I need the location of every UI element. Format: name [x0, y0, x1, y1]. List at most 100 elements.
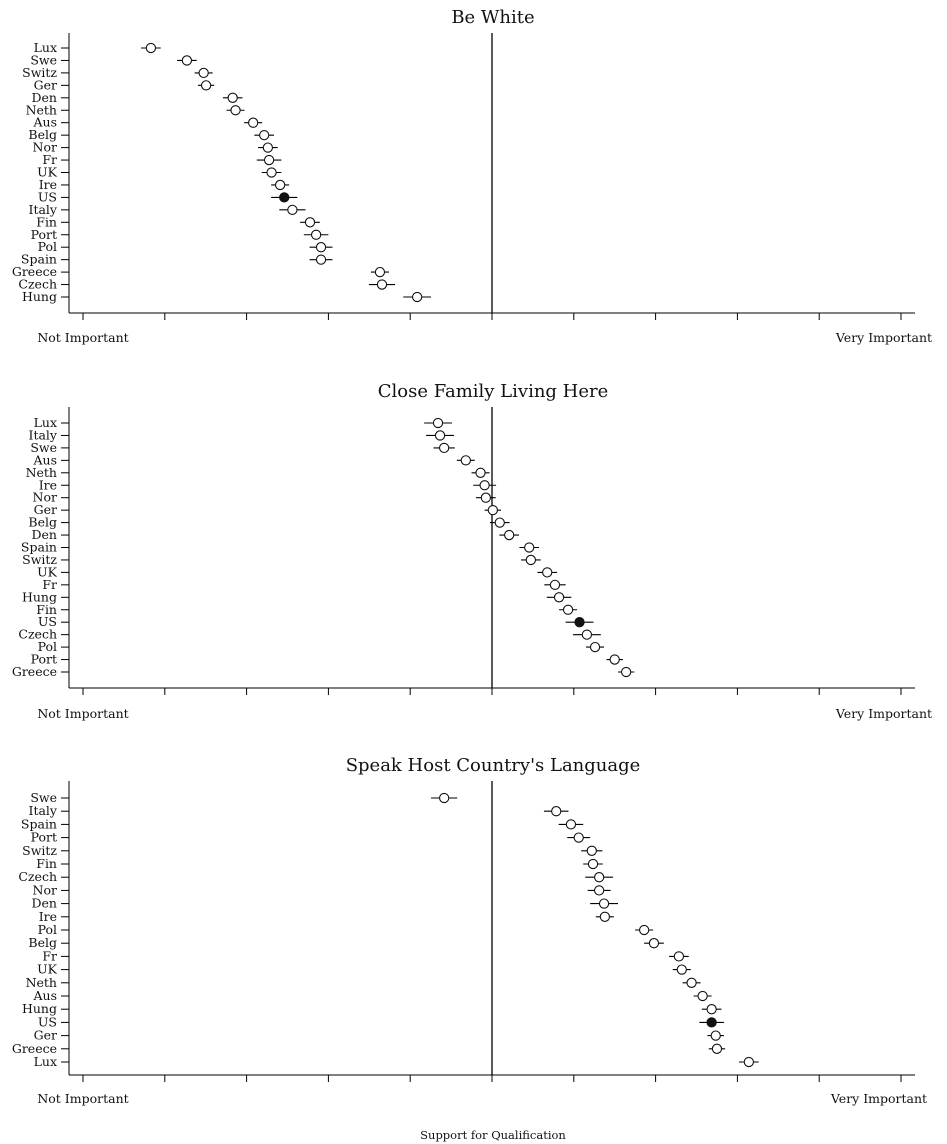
- country-label: Swe: [30, 440, 57, 455]
- x-axis-right-label: Very Important: [835, 330, 932, 345]
- country-label: Ire: [39, 909, 57, 924]
- data-point: [181, 55, 193, 66]
- data-point: [581, 629, 593, 640]
- x-axis-right-label: Very Important: [830, 1091, 927, 1106]
- country-label: Ire: [39, 477, 57, 492]
- highlight-point: [279, 192, 290, 203]
- country-label: Pol: [38, 239, 57, 254]
- country-label: Ire: [39, 177, 57, 192]
- data-point: [648, 938, 660, 949]
- country-label: US: [38, 614, 57, 629]
- country-label: Switz: [22, 843, 57, 858]
- country-label: Switz: [22, 65, 57, 80]
- data-point: [262, 142, 274, 153]
- country-label: Czech: [18, 869, 57, 884]
- data-point: [230, 105, 241, 116]
- country-label: Greece: [12, 264, 57, 279]
- data-point: [565, 819, 577, 830]
- country-label: Nor: [33, 882, 57, 897]
- country-label: Czech: [18, 277, 57, 292]
- country-label: Spain: [21, 252, 57, 267]
- data-point: [412, 291, 423, 303]
- data-point: [304, 217, 316, 228]
- panel-close-family: Close Family Living Here Not Important V…: [12, 381, 932, 721]
- data-point: [200, 80, 212, 91]
- data-point: [599, 911, 611, 922]
- panel-title: Be White: [451, 7, 534, 28]
- data-point: [549, 579, 561, 590]
- country-label: Italy: [29, 803, 58, 818]
- country-label: Pol: [38, 639, 57, 654]
- country-label: Fin: [36, 214, 57, 229]
- country-label: Den: [32, 527, 57, 542]
- data-point: [315, 242, 327, 253]
- panel-title: Close Family Living Here: [378, 381, 609, 402]
- country-label: Neth: [26, 465, 57, 480]
- data-point: [460, 455, 471, 466]
- country-label: Italy: [29, 202, 58, 217]
- data-point: [266, 167, 277, 178]
- data-point: [487, 504, 498, 516]
- country-label: Port: [31, 227, 57, 242]
- data-point: [376, 279, 388, 290]
- country-label: Hung: [22, 1001, 57, 1016]
- country-label: UK: [37, 962, 58, 977]
- country-label: Lux: [34, 40, 57, 55]
- data-point: [259, 129, 270, 141]
- data-point: [438, 442, 450, 454]
- data-point: [562, 604, 574, 615]
- data-point: [504, 529, 515, 541]
- data-point: [676, 964, 687, 975]
- country-label: US: [38, 189, 57, 204]
- data-point: [494, 517, 505, 528]
- country-label: Hung: [22, 589, 57, 604]
- country-label: US: [38, 1014, 57, 1029]
- x-axis-title: Support for Qualification: [420, 1128, 566, 1142]
- country-label: Spain: [21, 540, 57, 555]
- country-label: Fr: [42, 948, 57, 963]
- data-point: [542, 567, 553, 578]
- highlight-point: [574, 617, 585, 628]
- country-label: Greece: [12, 1041, 57, 1056]
- country-label: Aus: [33, 988, 58, 1003]
- data-point: [480, 492, 492, 503]
- data-point: [247, 117, 259, 128]
- country-label: Swe: [30, 790, 57, 805]
- country-label: UK: [37, 165, 58, 180]
- x-axis-left-label: Not Important: [37, 330, 128, 345]
- panel-be-white: Be White Not Important Very Important Lu…: [12, 7, 932, 345]
- data-point: [374, 266, 386, 278]
- data-point: [573, 832, 584, 843]
- data-point: [479, 480, 490, 491]
- country-label: Nor: [33, 140, 57, 155]
- x-axis-left-label: Not Important: [37, 706, 128, 721]
- country-label: Greece: [12, 664, 57, 679]
- data-point: [525, 554, 537, 566]
- country-label: Ger: [34, 502, 57, 517]
- country-label: Fin: [36, 602, 57, 617]
- country-label: Den: [32, 90, 57, 105]
- country-label: Ger: [34, 77, 57, 92]
- country-label: Spain: [21, 816, 57, 831]
- country-label: Fr: [42, 152, 57, 167]
- data-point: [524, 542, 535, 553]
- data-point: [551, 806, 562, 817]
- country-label: Neth: [26, 102, 57, 117]
- country-label: Ger: [34, 1028, 57, 1043]
- country-label: Italy: [29, 427, 58, 442]
- data-point: [315, 254, 327, 265]
- country-label: Fr: [42, 577, 57, 592]
- data-point: [434, 430, 446, 441]
- data-point: [743, 1056, 755, 1068]
- panel-speak-language: Speak Host Country's Language Not Import…: [12, 755, 927, 1106]
- country-label: Lux: [34, 415, 57, 430]
- country-label: UK: [37, 564, 58, 579]
- country-label: Czech: [18, 627, 57, 642]
- data-point: [263, 154, 275, 166]
- country-label: Hung: [22, 289, 57, 304]
- data-point: [438, 792, 450, 804]
- country-label: Port: [31, 830, 57, 845]
- data-point: [587, 858, 599, 870]
- country-label: Aus: [33, 452, 58, 467]
